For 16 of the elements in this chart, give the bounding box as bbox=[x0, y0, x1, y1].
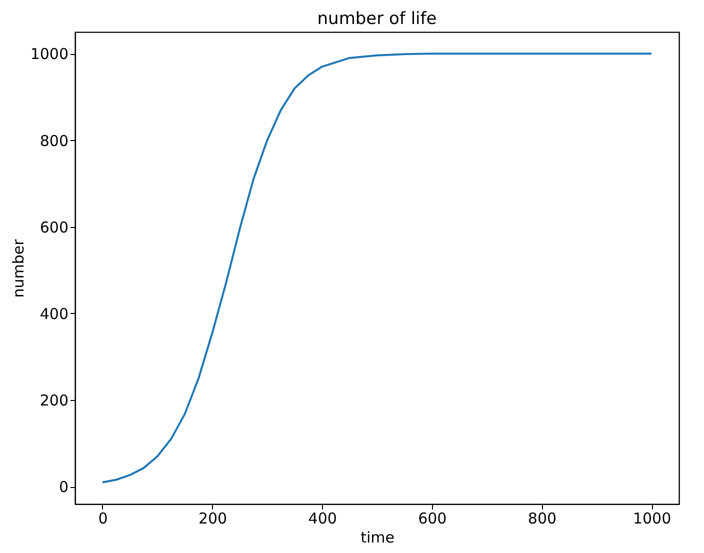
x-tick-label: 800 bbox=[528, 510, 557, 528]
y-tick-label: 800 bbox=[40, 132, 68, 150]
y-tick-label: 400 bbox=[40, 304, 68, 323]
x-tick-label: 1000 bbox=[632, 510, 672, 528]
line-series bbox=[101, 52, 653, 484]
y-tick-label: 1000 bbox=[30, 45, 68, 64]
x-tick-label: 600 bbox=[418, 510, 447, 528]
x-tick-label: 0 bbox=[98, 510, 108, 528]
y-axis-title: number bbox=[9, 238, 28, 298]
x-tick-label: 200 bbox=[198, 510, 228, 528]
x-axis-title: time bbox=[360, 528, 394, 546]
y-tick-label: 600 bbox=[40, 218, 68, 236]
chart-title: number of life bbox=[317, 9, 437, 29]
y-tick-label: 0 bbox=[58, 478, 68, 496]
y-tick-label: 200 bbox=[40, 392, 68, 410]
x-tick-label: 400 bbox=[308, 510, 337, 528]
